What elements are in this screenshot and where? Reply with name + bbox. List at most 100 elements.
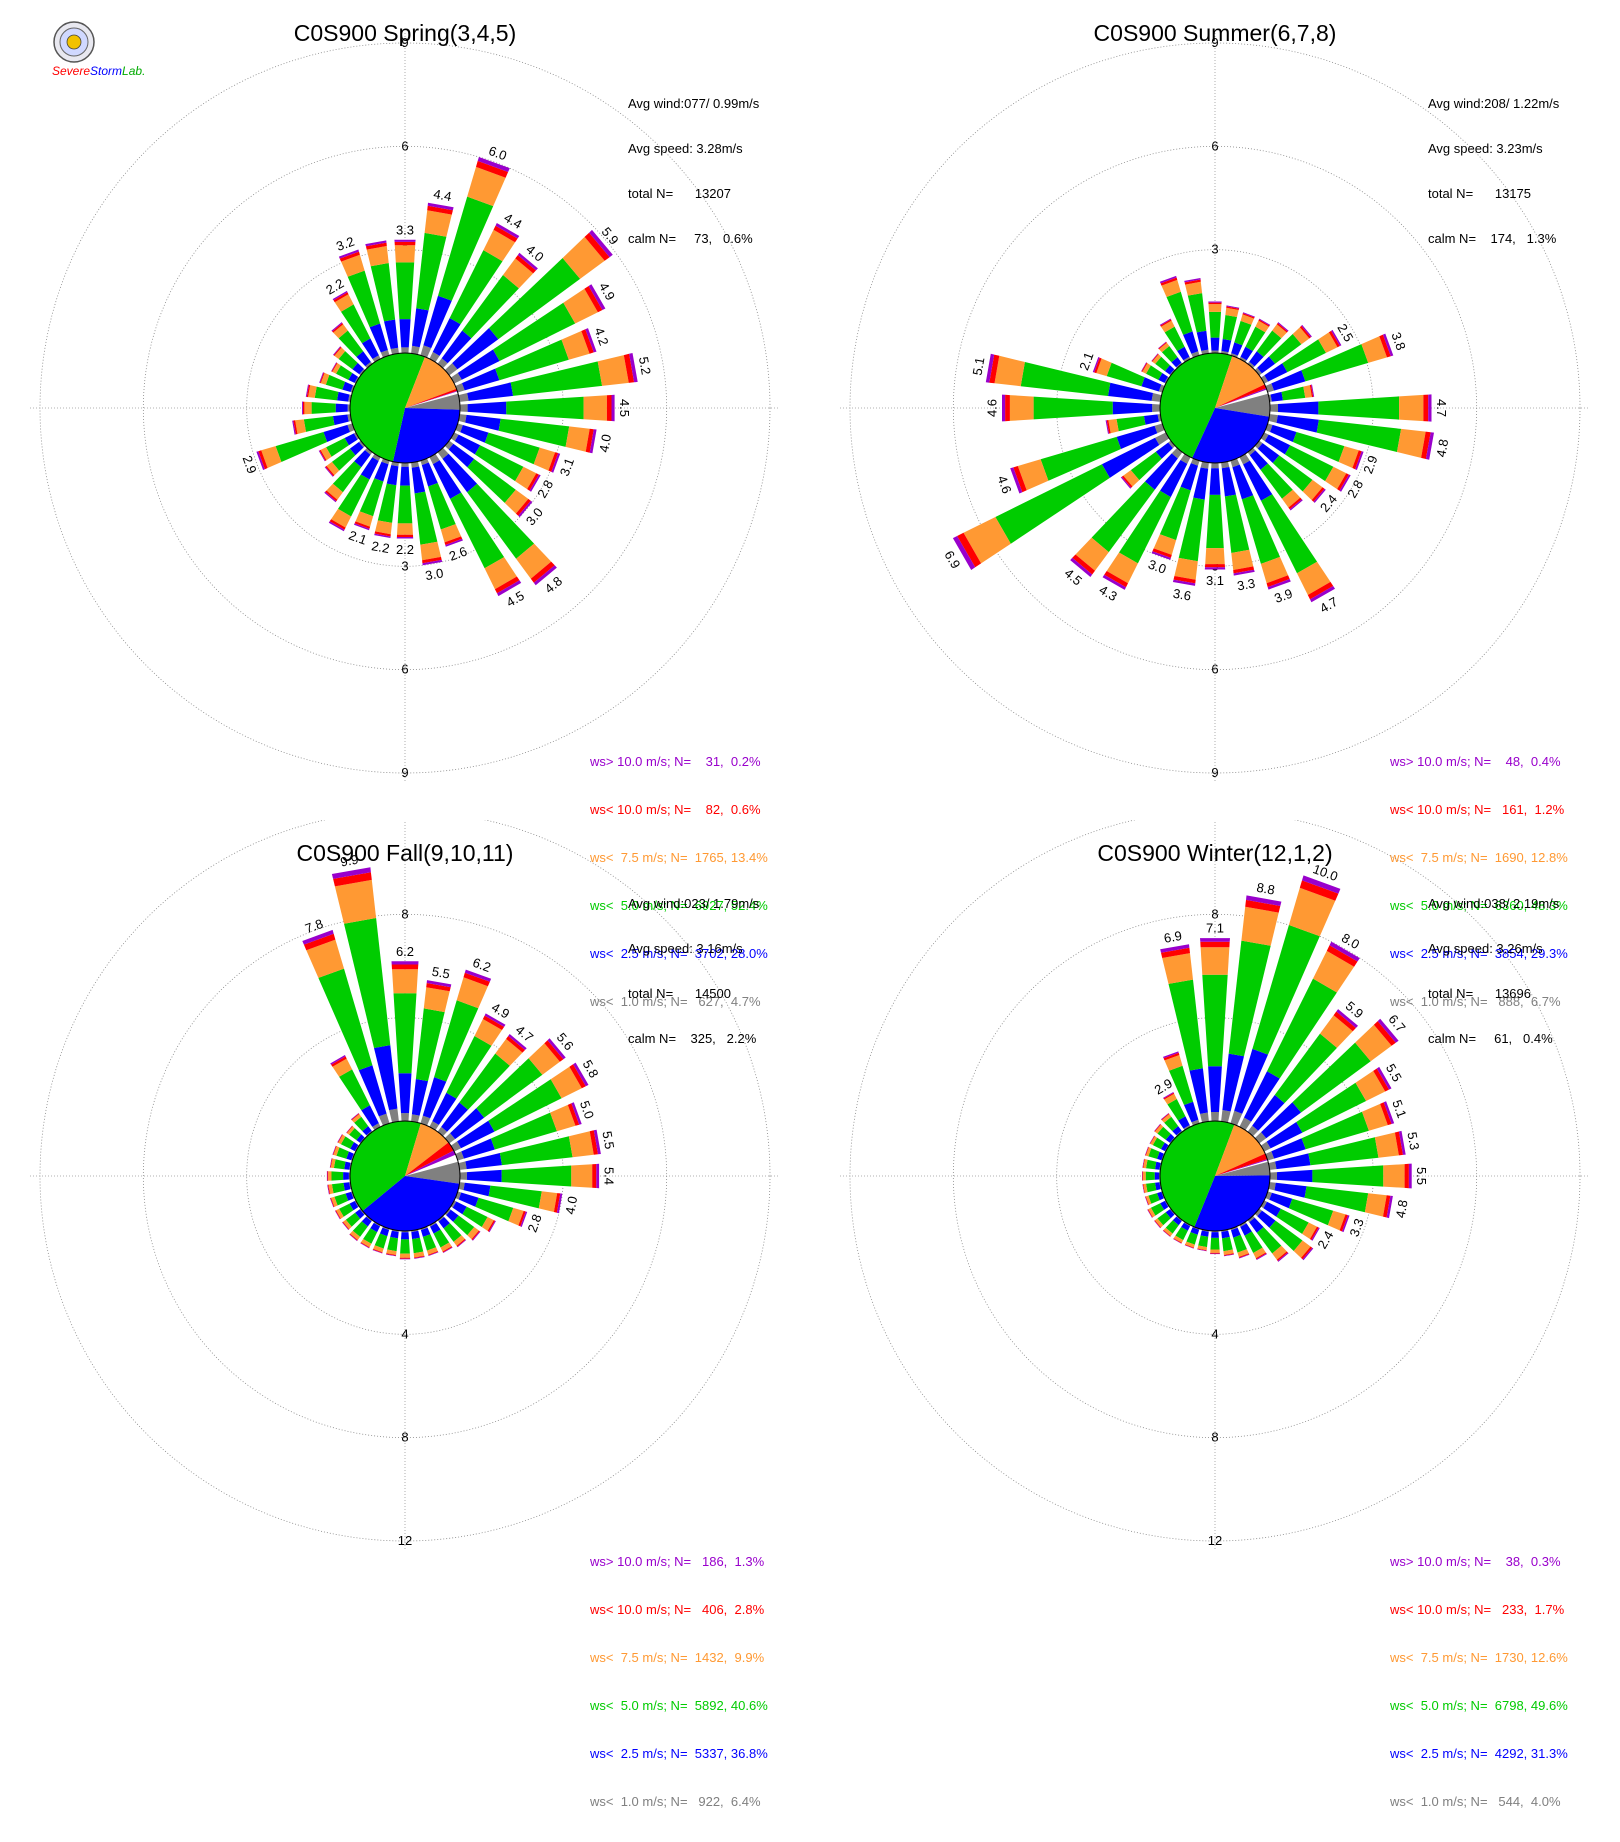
bar-segment [467, 1170, 502, 1182]
bar-segment [566, 426, 590, 451]
ring-label-top: 6 [1211, 138, 1218, 153]
bar-value-label: 5.5 [1414, 1167, 1429, 1185]
direction-bar [1210, 1231, 1220, 1254]
avg-wind: Avg wind:038/ 2.19m/s [1428, 896, 1559, 911]
bar-segment [400, 1239, 410, 1253]
bar-value-label: 2.6 [447, 544, 469, 564]
bar-value-label: 4.2 [591, 325, 611, 347]
logo-text-severe: Severe [52, 64, 90, 78]
bar-segment [302, 402, 303, 415]
bar-segment [1210, 468, 1221, 495]
bar-segment [1282, 387, 1306, 401]
bar-segment [1222, 1237, 1233, 1251]
legend-ws-lt-1: ws< 1.0 m/s; N= 922, 6.4% [590, 1794, 768, 1810]
bar-value-label: 2.8 [534, 477, 556, 500]
bar-value-label: 3.6 [1172, 586, 1192, 604]
bar-segment [336, 404, 348, 413]
bar-segment [1278, 402, 1318, 415]
bar-segment [394, 240, 415, 242]
bar-segment [399, 1073, 412, 1113]
bar-segment [395, 242, 416, 245]
stats-box: Avg wind:077/ 0.99m/s Avg speed: 3.28m/s… [628, 66, 759, 276]
bar-segment [411, 1231, 420, 1239]
bar-segment [401, 1113, 409, 1121]
seal-icon [52, 20, 96, 64]
ring-label: 3 [401, 558, 408, 573]
bar-segment [326, 375, 345, 390]
panel-title: C0S900 Fall(9,10,11) [0, 840, 810, 867]
legend-ws-lt-7-5: ws< 7.5 m/s; N= 1432, 9.9% [590, 1650, 768, 1666]
panel-spring: 3366993.34.46.04.44.05.94.94.25.24.54.03… [0, 0, 810, 820]
direction-bar [397, 463, 413, 539]
ring-label: 9 [1211, 765, 1218, 780]
bar-segment [1318, 396, 1399, 419]
bar-segment [569, 1131, 594, 1157]
bar-value-label: 6.9 [1163, 928, 1183, 946]
lab-logo: SevereStormLab. [52, 20, 142, 82]
bar-segment [1210, 1250, 1220, 1253]
bar-segment [1210, 1238, 1219, 1250]
bar-segment [502, 1166, 572, 1187]
bar-value-label: 4.5 [504, 588, 527, 610]
bar-segment [1241, 907, 1278, 946]
bar-segment [397, 537, 413, 539]
bar-segment [1211, 1232, 1219, 1238]
bar-value-label: 4.8 [1393, 1199, 1411, 1219]
logo-text-storm: Storm [90, 64, 122, 78]
bar-segment [400, 1254, 410, 1258]
bar-segment [399, 319, 410, 347]
bar-segment [1205, 567, 1225, 569]
bar-value-label: 4.3 [1097, 582, 1120, 604]
bar-segment [1312, 1165, 1383, 1186]
bar-segment [1107, 363, 1145, 387]
bar-value-label: 2.8 [1344, 477, 1366, 500]
bar-segment [1405, 1164, 1409, 1188]
bar-segment [401, 347, 409, 353]
panel-winter: 448812127.18.810.08.05.96.75.55.15.35.54… [810, 820, 1620, 1640]
bar-segment [1200, 938, 1230, 942]
bar-segment [459, 393, 469, 402]
bar-value-label: 4.6 [985, 399, 1000, 417]
bar-segment [1142, 1171, 1143, 1180]
avg-speed: Avg speed: 3.26m/s [1428, 941, 1559, 956]
bar-value-label: 2.9 [1360, 454, 1380, 476]
direction-bar [1142, 1171, 1160, 1180]
bar-segment [1202, 975, 1227, 1066]
speed-legend: ws> 10.0 m/s; N= 38, 0.3% ws< 10.0 m/s; … [1390, 1522, 1568, 1842]
bar-segment [607, 395, 612, 421]
bar-segment [1197, 331, 1209, 351]
stats-box: Avg wind:038/ 2.19m/s Avg speed: 3.26m/s… [1428, 866, 1559, 1076]
bar-segment [335, 880, 376, 924]
bar-segment [539, 1191, 557, 1212]
direction-bar [330, 1158, 352, 1170]
bar-segment [1155, 1172, 1160, 1180]
bar-segment [1223, 315, 1237, 341]
bar-value-label: 3.2 [334, 234, 356, 254]
bar-segment [312, 402, 336, 414]
bar-segment [1428, 394, 1431, 421]
bar-segment [1383, 1164, 1404, 1188]
bar-segment [328, 1171, 331, 1181]
panel-summer: 3366992.53.84.74.82.92.82.44.73.93.33.13… [810, 0, 1620, 820]
bar-segment [1397, 429, 1426, 458]
bar-value-label: 2.1 [1076, 350, 1096, 372]
total-n: total N= 13696 [1428, 986, 1559, 1001]
windrose-figure: 3366993.34.46.04.44.05.94.94.25.24.54.03… [0, 0, 1620, 1640]
bar-segment [1205, 564, 1225, 567]
avg-speed: Avg speed: 3.28m/s [628, 141, 759, 156]
bar-value-label: 4.4 [432, 186, 452, 204]
bar-segment [1375, 1133, 1399, 1158]
bar-segment [1399, 395, 1423, 421]
bar-segment [460, 1172, 467, 1180]
bar-segment [1002, 395, 1005, 422]
bar-value-label: 3.0 [1146, 557, 1168, 577]
bar-segment [333, 415, 349, 426]
bar-segment [571, 1164, 592, 1188]
bar-segment [400, 467, 410, 486]
bar-value-label: 4.6 [994, 474, 1014, 496]
legend-ws-lt-5: ws< 5.0 m/s; N= 6798, 49.6% [1390, 1698, 1568, 1714]
bar-segment [995, 356, 1025, 386]
bar-segment [1146, 1183, 1156, 1193]
bar-segment [1231, 550, 1253, 570]
ring-label: 8 [1211, 1430, 1218, 1445]
